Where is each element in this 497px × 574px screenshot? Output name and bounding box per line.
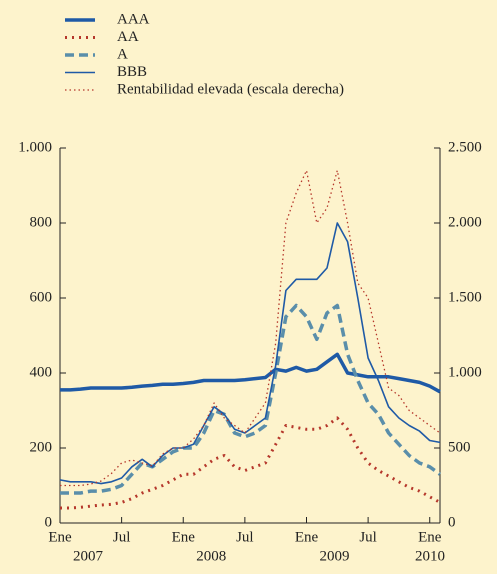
legend-label: BBB <box>117 64 147 80</box>
x-tick-label: Ene <box>48 529 72 545</box>
x-year-label: 2010 <box>415 548 445 564</box>
y-tick-label: 1.000 <box>18 139 52 155</box>
x-tick-label: Ene <box>172 529 196 545</box>
x-tick-label: Jul <box>236 529 254 545</box>
x-tick-label: Ene <box>295 529 319 545</box>
x-year-label: 2007 <box>73 548 104 564</box>
y2-tick-label: 500 <box>448 439 471 455</box>
x-tick-label: Jul <box>113 529 131 545</box>
y2-tick-label: 1.000 <box>448 364 482 380</box>
y2-tick-label: 2.500 <box>448 139 482 155</box>
series-line <box>60 416 441 510</box>
y2-tick-label: 0 <box>448 514 456 530</box>
series-line <box>59 222 441 485</box>
legend-label: A <box>117 46 128 62</box>
y-tick-label: 200 <box>30 439 53 455</box>
x-tick-label: Ene <box>418 529 442 545</box>
y2-tick-label: 2.000 <box>448 214 482 230</box>
y-tick-label: 400 <box>30 364 53 380</box>
series-line <box>60 303 442 495</box>
legend-label: AAA <box>117 11 150 27</box>
legend-label: Rentabilidad elevada (escala derecha) <box>117 81 344 97</box>
y-tick-label: 800 <box>30 214 53 230</box>
x-year-label: 2009 <box>319 548 349 564</box>
x-year-label: 2008 <box>196 548 226 564</box>
x-tick-label: Jul <box>359 529 377 545</box>
y-tick-label: 600 <box>30 289 53 305</box>
y-tick-label: 0 <box>45 514 53 530</box>
y2-tick-label: 1.500 <box>448 289 482 305</box>
legend-label: AA <box>117 29 139 45</box>
